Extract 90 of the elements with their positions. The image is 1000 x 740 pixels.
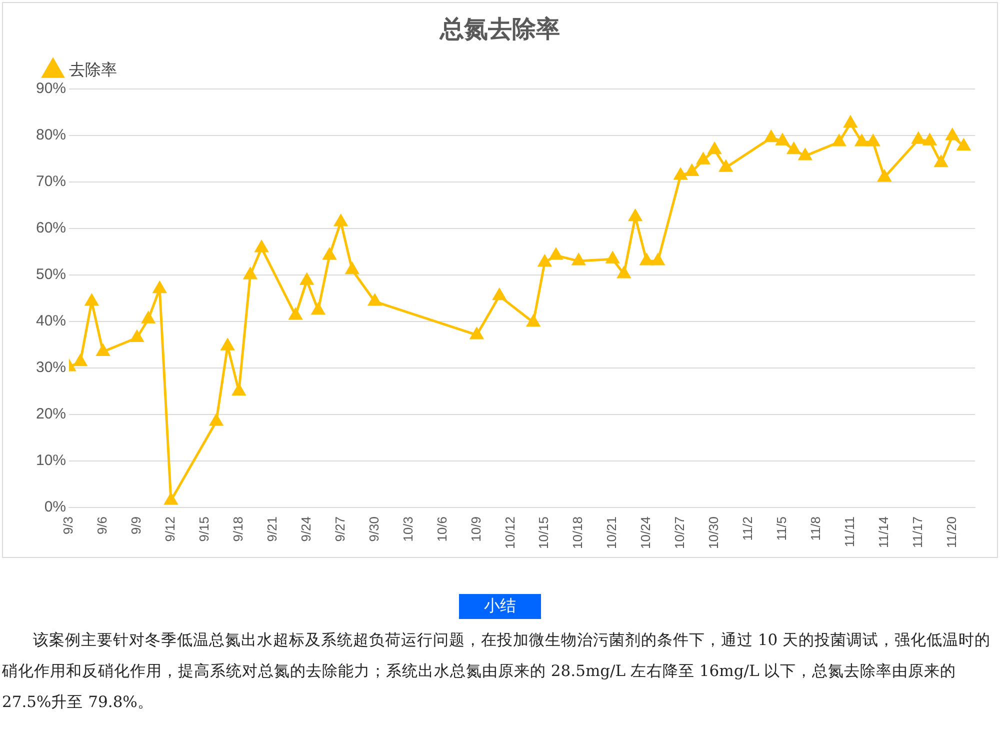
x-tick-label: 10/24 [638, 516, 654, 550]
point [606, 252, 620, 264]
x-tick-label: 11/11 [842, 516, 858, 548]
point [255, 240, 268, 252]
point [526, 315, 540, 327]
y-tick-label: 90% [36, 80, 66, 98]
text: 小结 [459, 594, 541, 619]
point [764, 130, 778, 142]
x-tick-label: 9/18 [230, 516, 246, 542]
point [787, 142, 800, 154]
point [696, 152, 710, 164]
point [674, 168, 688, 180]
point [85, 294, 98, 306]
y-tick-label: 20% [36, 406, 66, 423]
x-tick-label: 10/6 [434, 516, 450, 542]
legend-label: 去除率 [69, 60, 117, 80]
text: 该案例主要针对冬季低温总氮出水超标及系统超负荷运行问题，在投加微生物治污菌剂的条件下，通过 10 天的投菌调试，强化低温时的硝化作用和反硝化作用，提高系统对总氮的去除能力；系统出水总氮由原来的 28.5mg/L 左右降至 16mg/L 以下，总氮去除率由原来的 27.5%升至 79.8%。 [2, 630, 992, 713]
x-tick-label: 9/15 [196, 516, 212, 542]
y-tick-label: 0% [44, 498, 66, 516]
point [719, 160, 732, 172]
point [798, 148, 812, 160]
x-tick-label: 11/17 [910, 516, 925, 548]
point [334, 214, 348, 226]
point [130, 330, 144, 342]
point [572, 254, 586, 266]
y-tick-label: 60% [36, 220, 66, 237]
chart-title: 总氮去除率 [438, 14, 561, 45]
x-tick-label: 11/2 [740, 516, 756, 541]
x-tick-label: 10/9 [468, 516, 484, 542]
x-tick-label: 9/3 [60, 516, 76, 535]
point [640, 254, 654, 266]
point [538, 255, 552, 267]
x-tick-label: 10/3 [400, 516, 416, 542]
x-tick-label: 9/12 [162, 516, 178, 542]
x-tick-label: 9/6 [94, 516, 110, 535]
point [855, 134, 868, 146]
point [210, 414, 223, 426]
point [312, 303, 325, 315]
point [492, 288, 506, 300]
x-tick-label: 10/30 [706, 516, 722, 550]
point [368, 294, 382, 306]
x-tick-label: 10/12 [502, 516, 518, 550]
point [912, 132, 925, 144]
point [685, 164, 698, 176]
point [470, 328, 484, 340]
point [651, 254, 664, 266]
point [628, 210, 642, 222]
x-tick-label: 9/24 [298, 516, 314, 542]
x-tick-label: 10/15 [536, 516, 552, 550]
x-tick-label: 10/18 [570, 516, 586, 550]
point [832, 134, 846, 146]
y-tick-label: 80% [36, 126, 66, 144]
point [776, 134, 789, 146]
point [323, 248, 336, 260]
point [289, 308, 302, 320]
x-tick-label: 10/21 [604, 516, 620, 550]
point [866, 134, 880, 146]
y-tick-label: 40% [36, 312, 66, 330]
point [878, 170, 891, 182]
x-tick-label: 11/20 [944, 516, 959, 548]
point [221, 338, 234, 350]
point [153, 282, 166, 294]
point [96, 344, 110, 356]
point [617, 266, 630, 278]
y-tick-label: 30% [36, 359, 66, 376]
point [957, 138, 970, 150]
x-tick-label: 11/8 [808, 516, 824, 541]
point [164, 493, 178, 505]
point [946, 128, 959, 140]
x-tick-label: 11/14 [876, 516, 891, 548]
x-tick-label: 11/5 [774, 516, 790, 541]
point [300, 273, 314, 285]
point [142, 312, 155, 324]
x-tick-label: 9/21 [264, 516, 280, 542]
point [244, 268, 257, 280]
x-tick-label: 10/27 [672, 516, 688, 550]
point [74, 354, 87, 366]
point [550, 248, 562, 260]
point [346, 262, 359, 274]
y-tick-label: 50% [36, 266, 66, 284]
point [708, 142, 721, 154]
x-tick-label: 9/30 [366, 516, 382, 542]
x-tick-label: 9/9 [128, 516, 144, 535]
y-tick-label: 10% [36, 452, 66, 470]
point [232, 384, 246, 396]
point [934, 156, 948, 168]
x-tick-label: 9/27 [332, 516, 348, 542]
point [923, 134, 936, 146]
point [844, 116, 857, 128]
y-tick-label: 70% [36, 173, 66, 190]
